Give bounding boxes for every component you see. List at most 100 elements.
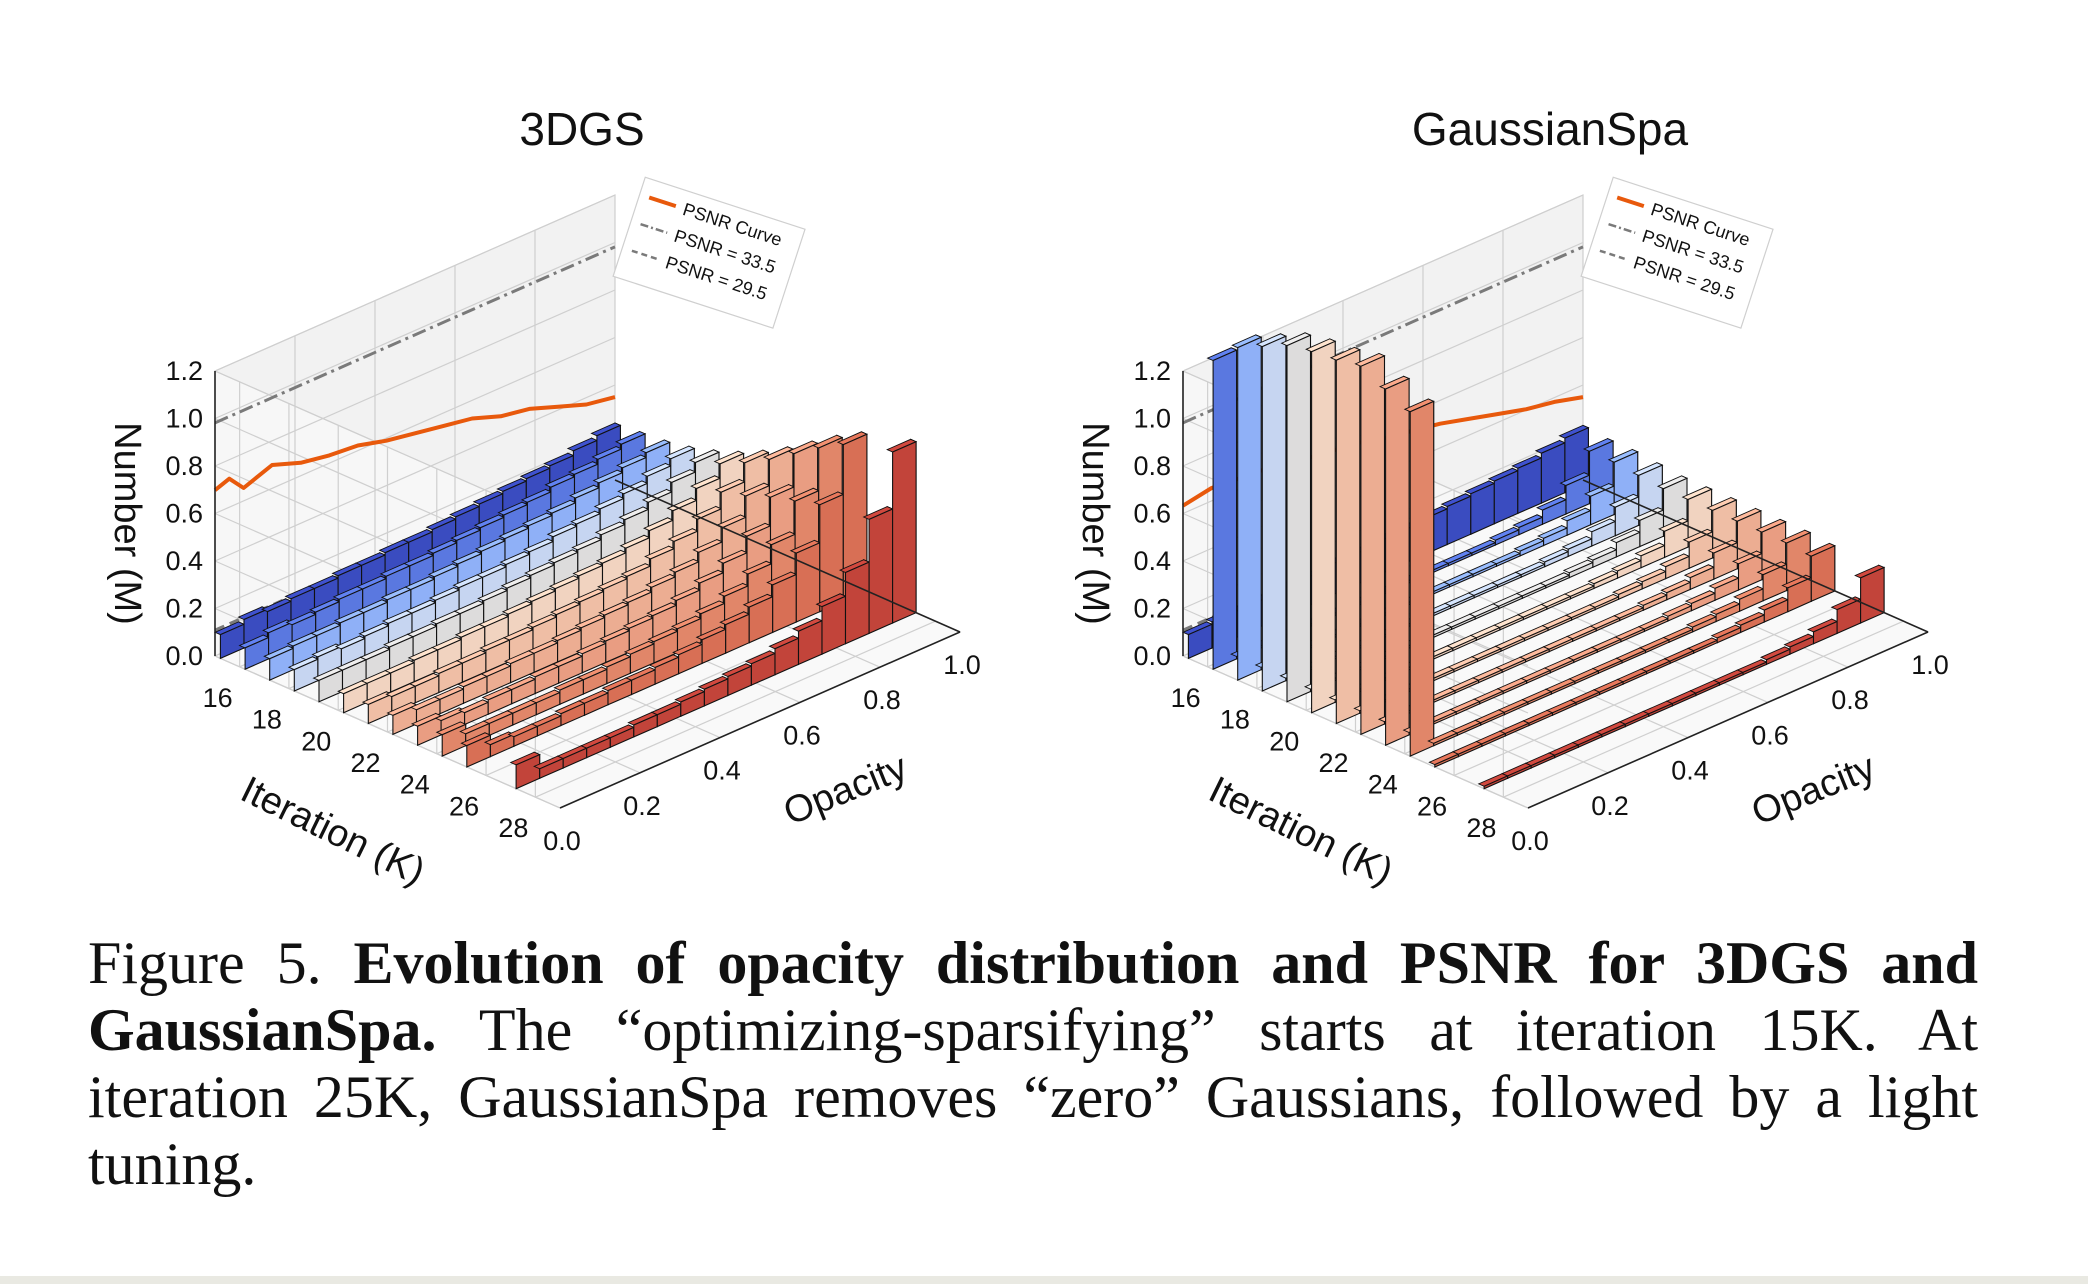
caption-bold: Evolution of opacity distribution and PS…: [88, 930, 1978, 1063]
bar: [1595, 721, 1627, 738]
x-tick-label: 0.4: [703, 756, 741, 786]
z-tick-label: 0.0: [165, 641, 203, 671]
bar: [1511, 454, 1543, 515]
grid-line: [214, 289, 616, 467]
bar: [533, 755, 565, 780]
z-tick-label: 1.2: [1133, 356, 1171, 386]
bar: [1733, 585, 1765, 613]
x-tick-label: 0.8: [1831, 685, 1869, 715]
x-axis-label: Opacity: [778, 746, 913, 833]
grid-line: [214, 194, 616, 372]
bar: [1661, 602, 1693, 622]
bar: [766, 571, 798, 634]
bar: [600, 653, 632, 685]
z-tick-label: 1.0: [1133, 404, 1171, 434]
bar: [1638, 636, 1671, 654]
bar: [483, 731, 516, 758]
bar: [1682, 528, 1714, 570]
grid-line: [1503, 620, 1904, 798]
bar: [1854, 564, 1886, 624]
bar: [815, 593, 847, 655]
y-tick-label: 24: [1368, 770, 1398, 800]
z-tick-label: 0.2: [165, 594, 203, 624]
legend-swatch: [1599, 249, 1627, 261]
bar: [1687, 637, 1719, 654]
bar: [1354, 352, 1386, 736]
bar: [862, 505, 894, 635]
bar: [1471, 666, 1504, 684]
bar: [623, 640, 656, 675]
bar: [1660, 579, 1692, 601]
y-tick-label: 16: [203, 683, 233, 713]
x-tick-label: 0.2: [1591, 791, 1629, 821]
z-tick-label: 1.0: [165, 404, 203, 434]
bar: [1757, 596, 1789, 623]
bar: [1781, 574, 1813, 613]
bar: [744, 650, 777, 686]
figure-caption: Figure 5. Evolution of opacity distribut…: [88, 930, 1978, 1198]
bar: [576, 666, 609, 695]
bar: [287, 656, 320, 692]
x-tick-label: 0.4: [1671, 756, 1709, 786]
bar: [1231, 334, 1263, 681]
bar: [386, 701, 418, 736]
y-tick-label: 22: [350, 748, 380, 778]
y-tick-label: 22: [1318, 748, 1348, 778]
legend-swatch: [1616, 195, 1645, 209]
y-tick-label: 20: [301, 726, 331, 756]
chart-panel-gaussianspa: GaussianSpa 0.0 0.2 0.4 0.6 0.8 1.0 16 18 20 22 24 2…: [1074, 103, 1949, 894]
z-tick-label: 0.6: [1133, 499, 1171, 529]
bar: [603, 724, 635, 749]
caption-label: Figure 5.: [88, 930, 354, 996]
bar: [503, 650, 536, 684]
bar: [1501, 762, 1533, 780]
x-axis-line: [1527, 631, 1929, 809]
psnr-33.5-reference-line: [214, 245, 616, 425]
bar: [1255, 333, 1288, 692]
bar: [1403, 398, 1435, 757]
bar: [1636, 592, 1668, 612]
psnr-curve: [213, 395, 616, 492]
bar: [580, 734, 612, 759]
bar: [647, 628, 679, 664]
z-axis-label: Number (M): [1074, 422, 1116, 625]
psnr-33.5-reference-line: [1182, 245, 1584, 425]
bar: [1586, 546, 1618, 569]
bar: [1689, 679, 1721, 697]
bar: [1280, 332, 1312, 703]
x-axis-line: [559, 631, 961, 809]
z-tick-label: 0.6: [165, 499, 203, 529]
chart-title: GaussianSpa: [1412, 103, 1689, 155]
bar: [1734, 611, 1766, 634]
bar: [1613, 604, 1645, 622]
bar: [1658, 517, 1690, 559]
bar: [238, 634, 270, 671]
bar: [1759, 646, 1792, 666]
bar: [556, 745, 588, 769]
x-tick-label: 0.0: [1511, 826, 1549, 856]
chart-panel-3dgs: 3DGS 0.0 0.2 0.4 0.6 0.8 1.0 16 18 20 22 24 26 28 0.0 0…: [106, 103, 981, 894]
z-tick-label: 0.8: [1133, 451, 1171, 481]
bar: [1514, 561, 1546, 578]
bar: [577, 689, 610, 717]
bar: [529, 689, 562, 716]
bar: [1710, 624, 1742, 644]
bar: [1497, 698, 1530, 716]
z-tick-label: 0.0: [1133, 641, 1171, 671]
x-tick-label: 1.0: [943, 650, 981, 680]
x-tick-label: 0.8: [863, 685, 901, 715]
y-tick-label: 16: [1171, 683, 1201, 713]
z-tick-label: 0.8: [165, 451, 203, 481]
bar: [650, 701, 682, 728]
legend-swatch: [640, 222, 668, 234]
bar: [1305, 338, 1337, 714]
bar: [1683, 564, 1716, 591]
bar: [886, 438, 918, 624]
legend-box: [612, 176, 806, 329]
grid-line: [214, 655, 561, 809]
y-axis-line: [1582, 479, 1929, 633]
bar: [1491, 571, 1523, 589]
bar-series-iter-25: [1428, 542, 1836, 768]
grid-line: [1182, 655, 1529, 809]
